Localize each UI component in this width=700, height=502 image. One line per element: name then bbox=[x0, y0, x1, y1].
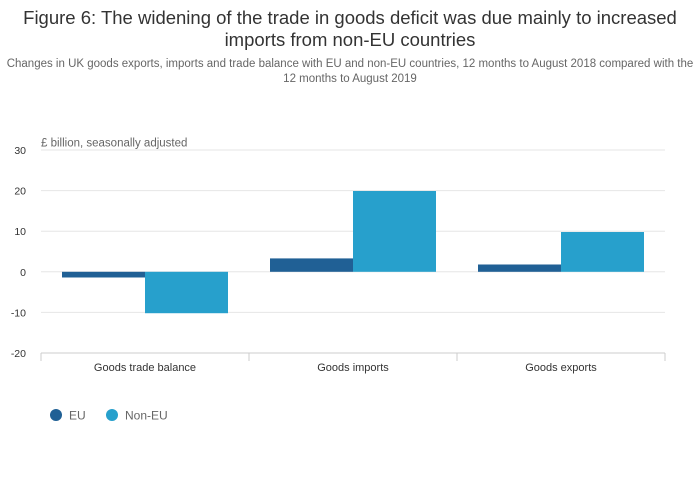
legend-marker bbox=[50, 409, 62, 421]
x-axis: Goods trade balance Goods imports Goods ex… bbox=[40, 352, 666, 374]
bar-non-eu bbox=[353, 191, 436, 272]
bars bbox=[62, 191, 644, 314]
bar-eu bbox=[62, 271, 145, 278]
x-tick-label: Goods trade balance bbox=[94, 362, 196, 374]
y-axis-ticks: 30 20 10 0 -10 -20 bbox=[11, 145, 26, 360]
y-tick-label: 10 bbox=[14, 226, 26, 238]
legend-label: EU bbox=[69, 409, 86, 423]
y-tick-label: 0 bbox=[20, 267, 26, 279]
bar-eu bbox=[270, 258, 353, 272]
bar-non-eu bbox=[145, 271, 228, 314]
x-tick-label: Goods exports bbox=[525, 362, 597, 374]
legend-marker bbox=[106, 409, 118, 421]
chart-subtitle: Changes in UK goods exports, imports and… bbox=[6, 58, 694, 85]
y-axis-unit-label: £ billion, seasonally adjusted bbox=[41, 138, 187, 150]
y-tick-label: -20 bbox=[11, 348, 26, 360]
y-tick-label: -10 bbox=[11, 307, 26, 319]
x-tick-label: Goods imports bbox=[317, 362, 389, 374]
bar-eu bbox=[478, 264, 561, 272]
y-tick-label: 20 bbox=[14, 186, 26, 198]
y-tick-label: 30 bbox=[14, 145, 26, 157]
chart-title: Figure 6: The widening of the trade in g… bbox=[23, 7, 677, 50]
legend-label: Non-EU bbox=[125, 409, 168, 423]
legend: EU Non-EU bbox=[50, 409, 168, 423]
bar-non-eu bbox=[561, 232, 644, 272]
